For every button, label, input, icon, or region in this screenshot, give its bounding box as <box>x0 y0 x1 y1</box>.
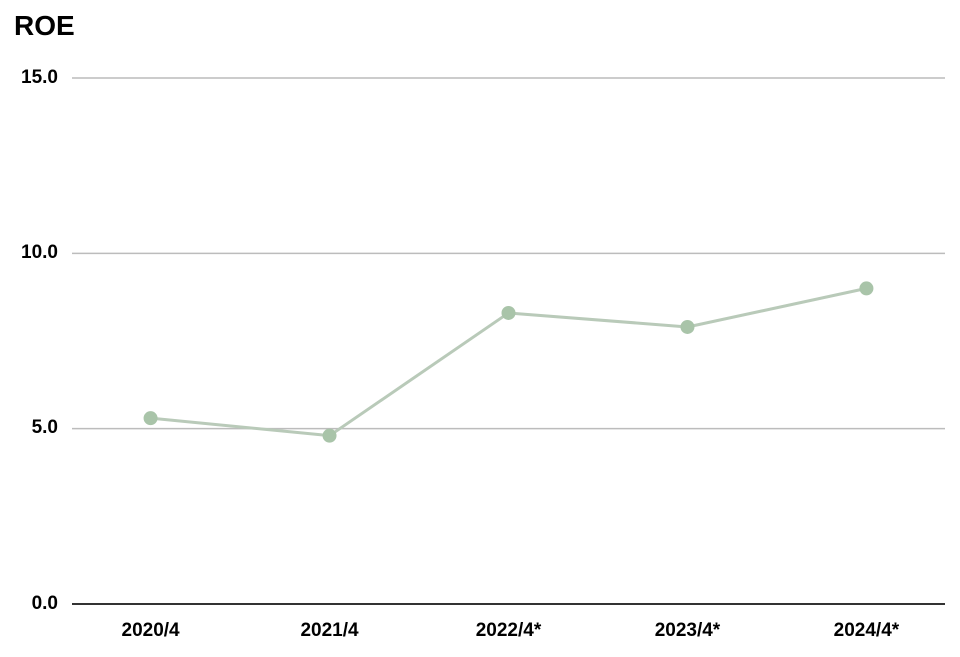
data-point <box>860 282 873 295</box>
x-tick-label: 2023/4* <box>627 620 747 642</box>
line-markers <box>144 282 873 442</box>
y-tick-label: 15.0 <box>0 67 58 89</box>
data-point <box>323 429 336 442</box>
data-point <box>502 306 515 319</box>
data-point <box>681 320 694 333</box>
x-tick-label: 2020/4 <box>91 620 211 642</box>
gridlines <box>72 78 945 604</box>
x-tick-label: 2021/4 <box>270 620 390 642</box>
chart-svg <box>0 0 960 657</box>
y-tick-label: 5.0 <box>0 417 58 439</box>
roe-chart: ROE 0.05.010.015.0 2020/42021/42022/4*20… <box>0 0 960 657</box>
y-tick-label: 10.0 <box>0 242 58 264</box>
x-tick-label: 2022/4* <box>449 620 569 642</box>
data-point <box>144 412 157 425</box>
x-tick-label: 2024/4* <box>806 620 926 642</box>
y-tick-label: 0.0 <box>0 593 58 615</box>
